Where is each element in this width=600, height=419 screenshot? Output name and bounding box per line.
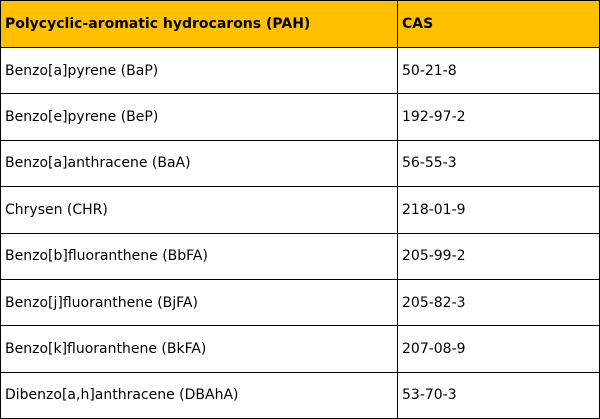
table-row: Benzo[a]anthracene (BaA) 56-55-3 [0,139,600,188]
table-row: Benzo[j]fluoranthene (BjFA) 205-82-3 [0,278,600,327]
cas-number: 56-55-3 [397,139,600,188]
table-row: Chrysen (CHR) 218-01-9 [0,186,600,234]
table-body: Benzo[a]pyrene (BaP) 50-21-8 Benzo[e]pyren… [0,46,600,419]
compound-name: Benzo[b]fluoranthene (BbFA) [0,232,398,280]
cas-number: 205-82-3 [397,278,600,327]
cas-number: 207-08-9 [397,325,600,373]
cas-number: 205-99-2 [397,232,600,280]
table-row: Dibenzo[a,h]anthracene (DBAhA) 53-70-3 [0,371,600,419]
compound-name: Chrysen (CHR) [0,186,398,234]
header-cell: Polycyclic-aromatic hydrocarons (PAH) [0,0,398,48]
table-row: Benzo[a]pyrene (BaP) 50-21-8 [0,46,600,95]
compound-name: Benzo[k]fluoranthene (BkFA) [0,325,398,373]
compound-name: Dibenzo[a,h]anthracene (DBAhA) [0,371,398,419]
table-row: Benzo[k]fluoranthene (BkFA) 207-08-9 [0,325,600,373]
cas-number: 50-21-8 [397,46,600,95]
table-row: Benzo[b]fluoranthene (BbFA) 205-99-2 [0,232,600,280]
compound-name: Benzo[j]fluoranthene (BjFA) [0,278,398,327]
header-row: Polycyclic-aromatic hydrocarons (PAH) CA… [0,0,600,48]
cas-number: 218-01-9 [397,186,600,234]
table-row: Benzo[e]pyrene (BeP) 192-97-2 [0,93,600,141]
cas-number: 192-97-2 [397,93,600,141]
compound-name: Benzo[a]pyrene (BaP) [0,46,398,95]
compound-name: Benzo[e]pyrene (BeP) [0,93,398,141]
cas-number: 53-70-3 [397,371,600,419]
compound-name: Benzo[a]anthracene (BaA) [0,139,398,188]
header-cell: CAS [397,0,600,48]
